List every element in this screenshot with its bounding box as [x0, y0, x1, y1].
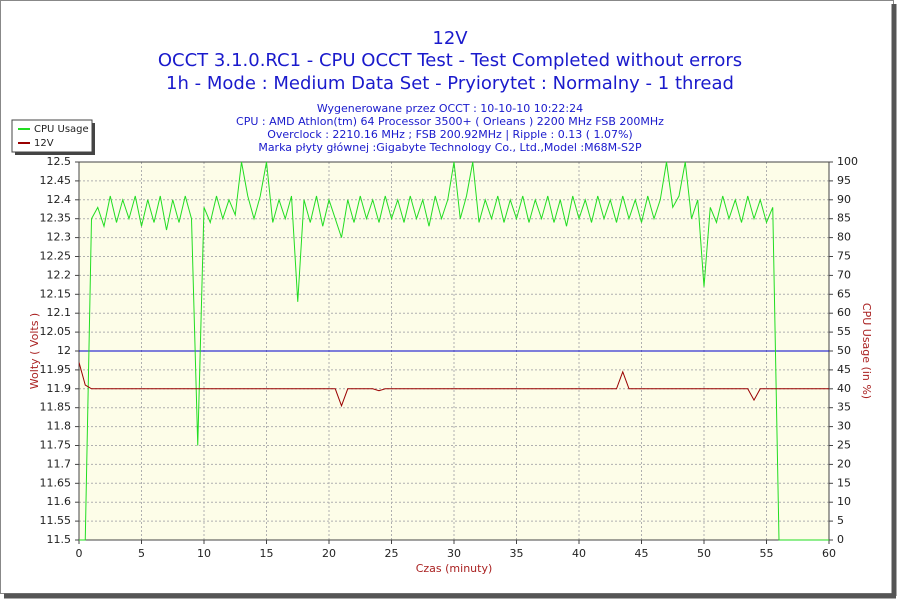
legend-label: CPU Usage [34, 124, 89, 135]
y2-tick-label: 0 [837, 533, 844, 546]
legend-box [11, 119, 93, 153]
x-tick-label: 55 [760, 547, 774, 560]
y2-tick-label: 55 [837, 325, 851, 338]
x-tick-label: 40 [572, 547, 586, 560]
y-tick-label: 11.5 [47, 533, 72, 546]
y2-tick-label: 90 [837, 193, 851, 206]
subtitle: OCCT 3.1.0.RC1 - CPU OCCT Test - Test Co… [158, 50, 742, 71]
y-tick-label: 12 [57, 344, 71, 357]
y-tick-label: 12.3 [47, 231, 72, 244]
y2-tick-label: 10 [837, 495, 851, 508]
y-tick-label: 11.6 [47, 495, 72, 508]
y2-tick-label: 45 [837, 363, 851, 376]
x-tick-label: 20 [322, 547, 336, 560]
chart-title: 12V [432, 28, 468, 49]
y-tick-label: 11.65 [40, 476, 72, 489]
y2-tick-label: 20 [837, 457, 851, 470]
y-tick-label: 12.1 [47, 306, 72, 319]
y-tick-label: 11.7 [47, 457, 72, 470]
y2-tick-label: 80 [837, 231, 851, 244]
series-line [79, 362, 829, 408]
x-tick-label: 45 [635, 547, 649, 560]
info-line: Overclock : 2210.16 MHz ; FSB 200.92MHz … [267, 128, 632, 141]
y-tick-label: 12.4 [47, 193, 72, 206]
y-tick-label: 12.15 [40, 287, 72, 300]
x-tick-label: 50 [697, 547, 711, 560]
subtitle: 1h - Mode : Medium Data Set - Pryiorytet… [166, 73, 734, 94]
legend-label: 12V [34, 138, 54, 149]
y-tick-label: 12.05 [40, 325, 72, 338]
y2-tick-label: 35 [837, 401, 851, 414]
y2-tick-label: 70 [837, 268, 851, 281]
y2-tick-label: 95 [837, 174, 851, 187]
y-tick-label: 11.75 [40, 439, 72, 452]
y-tick-label: 11.55 [40, 514, 72, 527]
y-tick-label: 12.2 [47, 268, 72, 281]
y2-tick-label: 15 [837, 476, 851, 489]
y-tick-label: 11.9 [47, 382, 72, 395]
x-tick-label: 35 [510, 547, 524, 560]
y-axis-label: Wolty ( Volts ) [28, 313, 41, 389]
y2-tick-label: 60 [837, 306, 851, 319]
y2-tick-label: 30 [837, 420, 851, 433]
info-line: Marka płyty głównej :Gigabyte Technology… [258, 141, 642, 154]
y2-tick-label: 40 [837, 382, 851, 395]
y-tick-label: 11.8 [47, 420, 72, 433]
y2-tick-label: 75 [837, 250, 851, 263]
plot-lines [79, 161, 829, 541]
y2-axis-label: CPU Usage (in %) [860, 303, 873, 399]
y-tick-label: 12.35 [40, 212, 72, 225]
y2-tick-label: 5 [837, 514, 844, 527]
x-tick-label: 10 [197, 547, 211, 560]
y-tick-label: 11.95 [40, 363, 72, 376]
series-line [79, 161, 829, 541]
y-tick-label: 12.45 [40, 174, 72, 187]
x-tick-label: 15 [260, 547, 274, 560]
y2-tick-label: 65 [837, 287, 851, 300]
y2-tick-label: 100 [837, 155, 858, 168]
x-tick-label: 5 [138, 547, 145, 560]
info-line: CPU : AMD Athlon(tm) 64 Processor 3500+ … [236, 115, 664, 128]
x-tick-label: 25 [385, 547, 399, 560]
y-tick-label: 11.85 [40, 401, 72, 414]
x-axis-label: Czas (minuty) [416, 562, 493, 575]
y-tick-label: 12.5 [47, 155, 72, 168]
y2-tick-label: 25 [837, 439, 851, 452]
x-tick-label: 30 [447, 547, 461, 560]
y-tick-label: 12.25 [40, 250, 72, 263]
x-tick-label: 60 [822, 547, 836, 560]
y2-tick-label: 85 [837, 212, 851, 225]
x-tick-label: 0 [76, 547, 83, 560]
y2-tick-label: 50 [837, 344, 851, 357]
info-line: Wygenerowane przez OCCT : 10-10-10 10:22… [317, 102, 583, 115]
